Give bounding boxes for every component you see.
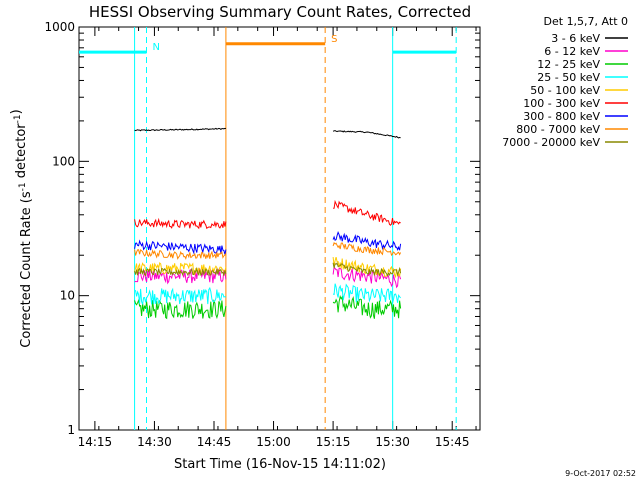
footer-timestamp: 9-Oct-2017 02:52 (565, 469, 636, 478)
series-trace (333, 199, 401, 226)
x-tick-label: 15:45 (435, 435, 470, 449)
series-trace (134, 262, 227, 276)
legend-label: 300 - 800 keV (523, 110, 600, 123)
x-tick-label: 14:45 (197, 435, 232, 449)
series-trace (332, 266, 402, 289)
plot-layer: 1 10 100 1000 14:15 14:30 14:45 15:00 15:15 15:30… (9, 20, 481, 449)
series-trace (134, 286, 227, 305)
y-tick-label: 10 (60, 289, 75, 303)
legend-label: 12 - 25 keV (537, 58, 600, 71)
legend-label: 7000 - 20000 keV (502, 136, 600, 149)
state-bar-label: S (331, 34, 337, 45)
series-trace (134, 249, 227, 260)
legend-label: 25 - 50 keV (537, 71, 600, 84)
legend-label: 800 - 7000 keV (516, 123, 600, 136)
legend-label: 6 - 12 keV (544, 45, 600, 58)
x-tick-label: 15:15 (316, 435, 351, 449)
y-tick-label: 1 (67, 423, 75, 437)
series-trace (332, 294, 402, 319)
series-trace (134, 217, 227, 230)
series-trace (134, 239, 227, 255)
x-tick-label: 15:30 (375, 435, 410, 449)
series-trace (332, 130, 401, 139)
legend-label: 100 - 300 keV (523, 97, 600, 110)
x-tick-label: 14:15 (78, 435, 113, 449)
series-trace (134, 127, 226, 132)
legend-label: 3 - 6 keV (551, 32, 600, 45)
plot-frame (78, 26, 481, 431)
series-trace (332, 231, 402, 252)
legend-title: Det 1,5,7, Att 0 (544, 15, 628, 28)
chart-title: HESSI Observing Summary Count Rates, Cor… (89, 3, 471, 21)
series-trace (332, 262, 402, 277)
series-trace (134, 266, 227, 277)
x-axis-label: Start Time (16-Nov-15 14:11:02) (174, 457, 386, 472)
y-axis-label: Corrected Count Rate (s-1 detector-1) (9, 109, 34, 347)
y-tick-label: 1000 (44, 20, 75, 34)
y-tick-label: 100 (52, 154, 75, 168)
x-tick-label: 15:00 (256, 435, 291, 449)
series-trace (134, 298, 227, 320)
series-trace (332, 241, 402, 257)
x-tick-label: 14:30 (137, 435, 172, 449)
series-trace (332, 283, 401, 304)
state-bar-label: N (152, 42, 159, 53)
legend-label: 50 - 100 keV (530, 84, 600, 97)
